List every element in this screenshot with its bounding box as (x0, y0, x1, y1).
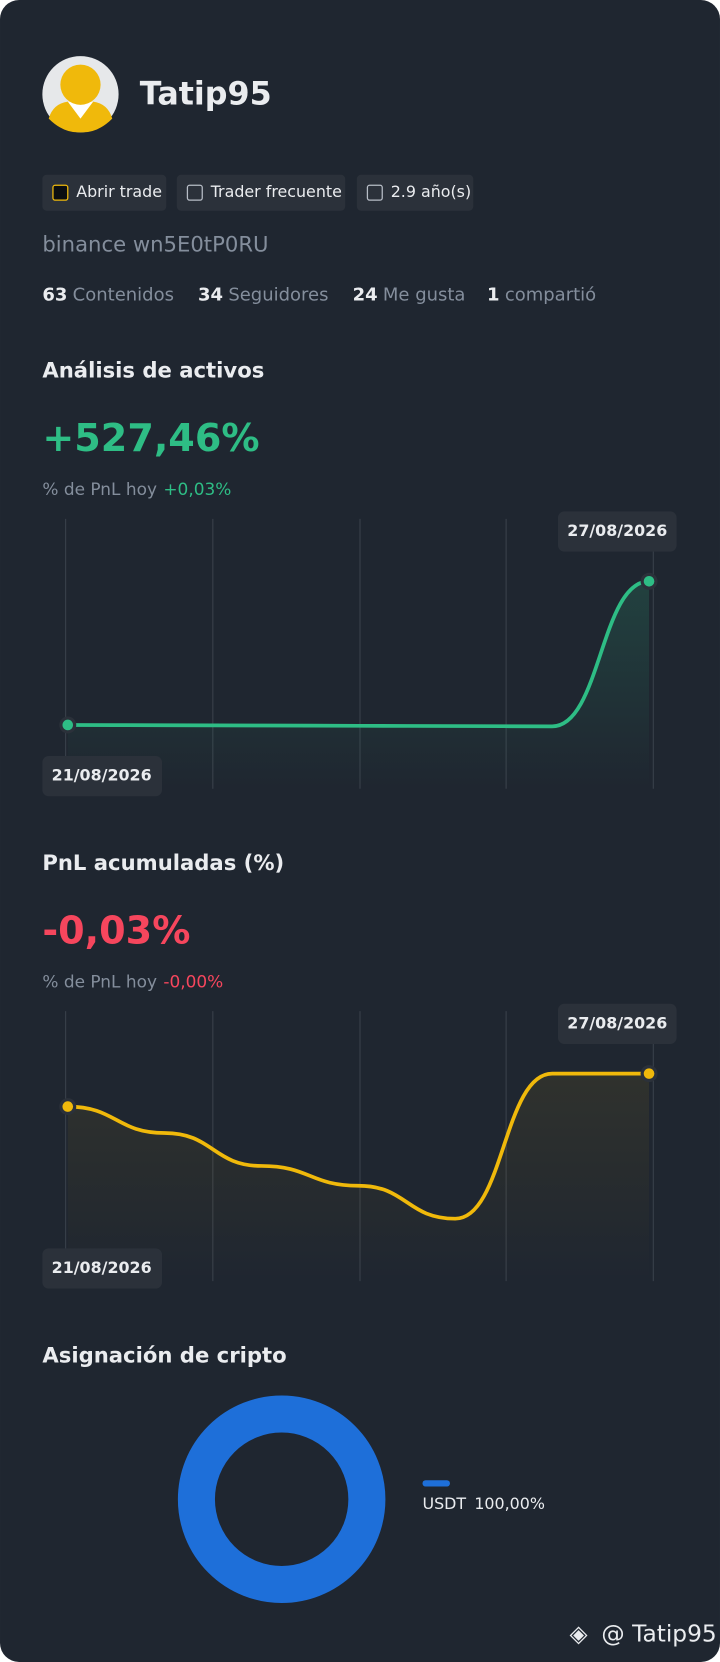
stat-label: compartió (505, 284, 596, 305)
date-label: 27/08/2026 (567, 521, 667, 540)
stat-count: 34 (198, 284, 223, 305)
line-area (67, 1073, 650, 1282)
tag-chip (356, 174, 474, 211)
stat: 34 Seguidores (198, 284, 328, 305)
line-series (67, 1071, 650, 1221)
legend-label: USDT (422, 1494, 466, 1513)
date-label: 27/08/2026 (567, 1013, 667, 1032)
end-point (643, 1068, 655, 1079)
section-title: Análisis de activos (42, 358, 264, 383)
date-tooltip (42, 755, 163, 797)
headline-value: +527,46% (42, 416, 259, 460)
stat-count: 63 (42, 284, 67, 305)
tag-chip (42, 174, 167, 211)
line-series (67, 579, 650, 729)
stat: 24 Me gusta (353, 284, 466, 305)
stat-count: 24 (353, 284, 378, 305)
pnl-today: % de PnL hoy +0,03% (42, 479, 231, 499)
stat-label: Seguidores (228, 284, 328, 305)
line-area (67, 581, 650, 789)
stat-count: 1 (487, 284, 500, 305)
tag-icon (52, 184, 69, 201)
footer: @ Tatip95 (601, 1620, 716, 1647)
pnl-today-label: % de PnL hoy (42, 479, 157, 499)
pnl-today-value: +0,03% (163, 479, 231, 499)
stat-label: Contenidos (73, 284, 174, 305)
tag-label: 2.9 año(s) (391, 182, 471, 201)
pnl-today: % de PnL hoy -0,00% (42, 972, 223, 992)
date-tooltip (557, 511, 677, 552)
headline-value: -0,03% (42, 908, 190, 952)
stat: 63 Contenidos (42, 284, 174, 305)
section-title: Asignación de cripto (42, 1342, 286, 1367)
legend-value: 100,00% (474, 1494, 545, 1513)
pnl-today-label: % de PnL hoy (42, 972, 157, 992)
section-title: PnL acumuladas (%) (42, 850, 284, 875)
tag-label: Trader frecuente (210, 182, 342, 201)
date-label: 21/08/2026 (52, 1258, 152, 1277)
tag-icon (186, 184, 203, 201)
donut-slice (177, 1395, 386, 1604)
tag-icon (366, 184, 383, 201)
date-tooltip (42, 1248, 163, 1289)
tag-label: Abrir trade (76, 182, 162, 201)
legend-swatch (422, 1480, 450, 1487)
stat: 1 compartió (487, 284, 596, 305)
stat-label: Me gusta (383, 284, 466, 305)
date-tooltip (557, 1003, 677, 1044)
date-label: 21/08/2026 (52, 766, 152, 785)
end-point (643, 575, 655, 587)
tag-chip (176, 174, 346, 211)
avatar (42, 56, 119, 133)
pnl-today-value: -0,00% (163, 972, 223, 992)
watermark-logo: ◈ (570, 1620, 588, 1647)
end-point (62, 1101, 74, 1112)
username: Tatip95 (140, 76, 272, 112)
end-point (62, 719, 74, 731)
account-id: binance wn5E0tP0RU (42, 232, 268, 257)
